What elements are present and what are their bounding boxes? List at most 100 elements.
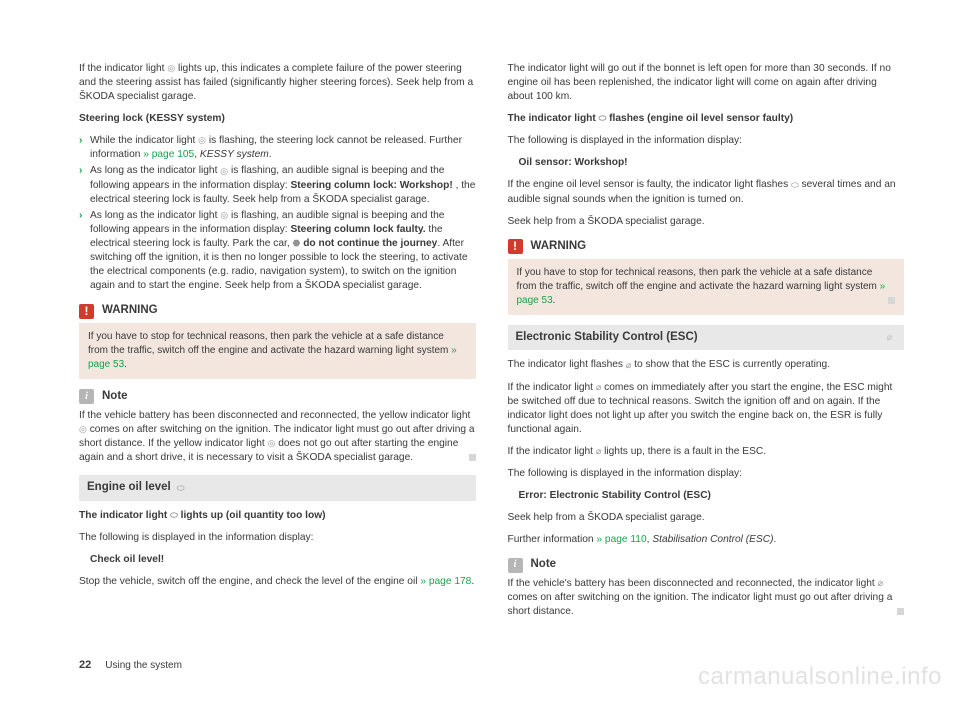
page-link-105[interactable]: » page 105: [143, 149, 194, 160]
note-body: If the vehicle's battery has been discon…: [508, 577, 905, 619]
text: If the indicator light: [508, 382, 596, 393]
warning-icon: !: [508, 239, 523, 254]
intro-paragraph: If the indicator light ◎ lights up, this…: [79, 62, 476, 104]
text: The indicator light: [508, 113, 599, 124]
display-intro: The following is displayed in the inform…: [508, 134, 905, 148]
text: If you have to stop for technical reason…: [517, 267, 880, 292]
warning-title: WARNING: [102, 303, 158, 319]
warning-body: If you have to stop for technical reason…: [79, 323, 476, 379]
esc-start-paragraph: If the indicator light ⌀ comes on immedi…: [508, 381, 905, 437]
steering-icon: ◎: [79, 424, 87, 434]
esc-error-message: Error: Electronic Stability Control (ESC…: [508, 489, 905, 503]
steering-icon: ◎: [220, 166, 228, 176]
warning-header: ! WARNING: [79, 303, 476, 319]
esc-icon: ⌀: [878, 578, 883, 588]
text: to show that the ESC is currently operat…: [631, 359, 830, 370]
text: As long as the indicator light: [90, 165, 220, 176]
esc-seek-help: Seek help from a ŠKODA specialist garage…: [508, 511, 905, 525]
warning-box-left: ! WARNING If you have to stop for techni…: [79, 303, 476, 379]
esc-flash-paragraph: The indicator light flashes ⌀ to show th…: [508, 358, 905, 372]
bonnet-paragraph: The indicator light will go out if the b…: [508, 62, 905, 104]
right-column: The indicator light will go out if the b…: [508, 62, 905, 627]
note-header: i Note: [79, 389, 476, 405]
page-footer: 22 Using the system: [79, 659, 182, 671]
watermark: carmanualsonline.info: [698, 663, 942, 691]
seek-help-paragraph: Seek help from a ŠKODA specialist garage…: [508, 215, 905, 229]
info-icon: i: [79, 389, 94, 404]
steering-icon: ◎: [167, 63, 175, 73]
end-square-icon: [888, 297, 895, 304]
oil-icon: ⬭: [177, 482, 185, 494]
text: If the vehicle battery has been disconne…: [79, 410, 470, 421]
sensor-faulty-paragraph: If the engine oil level sensor is faulty…: [508, 178, 905, 206]
note-body: If the vehicle battery has been disconne…: [79, 409, 476, 465]
text: While the indicator light: [90, 135, 198, 146]
text: Further information: [508, 534, 597, 545]
text: If the engine oil level sensor is faulty…: [508, 179, 792, 190]
esc-further-info: Further information » page 110, Stabilis…: [508, 533, 905, 547]
do-not-continue-bold: do not continue the journey: [300, 238, 437, 249]
steering-icon: ◎: [198, 135, 206, 145]
end-square-icon: [469, 454, 476, 461]
oil-icon: ⬭: [599, 113, 607, 123]
esc-icon: ⌀: [596, 446, 601, 456]
text: .: [269, 149, 272, 160]
page-link-178[interactable]: » page 178: [420, 576, 471, 587]
warning-header: ! WARNING: [508, 239, 905, 255]
bullet-2: As long as the indicator light ◎ is flas…: [79, 164, 476, 206]
kessy-italic: KESSY system: [200, 149, 269, 160]
esc-display-intro: The following is displayed in the inform…: [508, 467, 905, 481]
note-title: Note: [531, 557, 557, 573]
text: If you have to stop for technical reason…: [88, 331, 451, 356]
section-title: Engine oil level: [87, 480, 171, 496]
text: If the indicator light: [79, 63, 167, 74]
page-link-110[interactable]: » page 110: [596, 534, 646, 545]
check-oil-message: Check oil level!: [79, 553, 476, 567]
stop-icon: ⬣: [293, 238, 301, 248]
section-esc: Electronic Stability Control (ESC) ⌀: [508, 325, 905, 351]
page-content: If the indicator light ◎ lights up, this…: [0, 0, 960, 627]
text: .: [773, 534, 776, 545]
text: If the indicator light: [508, 446, 596, 457]
oil-icon: ⬭: [170, 510, 178, 520]
warning-icon: !: [79, 304, 94, 319]
chapter-title: Using the system: [105, 660, 182, 671]
esc-icon: ⌀: [596, 382, 601, 392]
steering-bullets: While the indicator light ◎ is flashing,…: [79, 134, 476, 293]
info-icon: i: [508, 558, 523, 573]
section-title: Electronic Stability Control (ESC): [516, 330, 698, 346]
text: .: [471, 576, 474, 587]
steering-icon: ◎: [268, 438, 276, 448]
warning-body: If you have to stop for technical reason…: [508, 259, 905, 315]
esc-icon: ⌀: [626, 360, 631, 370]
oil-stop-paragraph: Stop the vehicle, switch off the engine,…: [79, 575, 476, 589]
left-column: If the indicator light ◎ lights up, this…: [79, 62, 476, 627]
oil-heading: The indicator light ⬭ lights up (oil qua…: [79, 509, 476, 523]
text: Stop the vehicle, switch off the engine,…: [79, 576, 420, 587]
page-number: 22: [79, 659, 91, 671]
oil-icon: ⬭: [791, 180, 799, 190]
note-header: i Note: [508, 557, 905, 573]
steering-icon: ◎: [220, 210, 228, 220]
note-title: Note: [102, 389, 128, 405]
text: The indicator light: [79, 510, 170, 521]
flashes-heading: The indicator light ⬭ flashes (engine oi…: [508, 112, 905, 126]
text: If the vehicle's battery has been discon…: [508, 578, 878, 589]
text: lights up, there is a fault in the ESC.: [601, 446, 766, 457]
note-box-right: i Note If the vehicle's battery has been…: [508, 557, 905, 619]
esc-icon: ⌀: [887, 331, 892, 343]
bullet-3: As long as the indicator light ◎ is flas…: [79, 209, 476, 293]
text: comes on after switching on the ignition…: [508, 592, 893, 617]
stabilisation-italic: Stabilisation Control (ESC): [652, 534, 773, 545]
text: The indicator light flashes: [508, 359, 626, 370]
oil-sensor-message: Oil sensor: Workshop!: [508, 156, 905, 170]
note-box-left: i Note If the vehicle battery has been d…: [79, 389, 476, 465]
workshop-bold: Steering column lock: Workshop!: [290, 180, 452, 191]
bullet-1: While the indicator light ◎ is flashing,…: [79, 134, 476, 162]
faulty-bold: Steering column lock faulty.: [290, 224, 425, 235]
warning-title: WARNING: [531, 239, 587, 255]
steering-lock-heading: Steering lock (KESSY system): [79, 112, 476, 126]
end-square-icon: [897, 608, 904, 615]
section-engine-oil: Engine oil level ⬭: [79, 475, 476, 501]
warning-box-right: ! WARNING If you have to stop for techni…: [508, 239, 905, 315]
